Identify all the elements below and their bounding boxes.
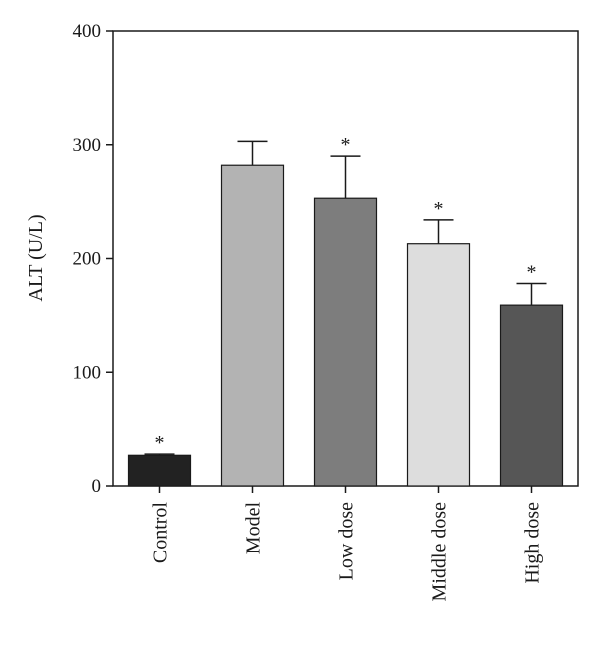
x-category-label: Control <box>150 502 172 564</box>
y-tick-label: 100 <box>73 362 102 383</box>
significance-marker: * <box>341 134 351 156</box>
bar-high-dose <box>499 304 564 487</box>
significance-marker: * <box>434 198 444 220</box>
x-category-label: Low dose <box>336 502 358 580</box>
significance-marker: * <box>527 262 537 284</box>
x-category-label: Middle dose <box>429 502 451 602</box>
significance-marker: * <box>155 432 165 454</box>
y-tick-label: 0 <box>92 476 102 497</box>
y-axis-title: ALT (U/L) <box>25 214 47 301</box>
bar-middle-dose <box>406 243 471 487</box>
y-tick-label: 400 <box>73 21 102 42</box>
bar-low-dose <box>313 197 378 487</box>
x-category-label: High dose <box>522 502 544 584</box>
x-category-label: Model <box>243 502 265 555</box>
y-tick-label: 200 <box>73 249 102 270</box>
plot-area: 0 100 200 300 400 * Control Model * Low dose * Midd… <box>73 21 579 601</box>
bar-control <box>127 454 192 487</box>
bar-model <box>220 164 285 487</box>
y-tick-label: 300 <box>73 135 102 156</box>
